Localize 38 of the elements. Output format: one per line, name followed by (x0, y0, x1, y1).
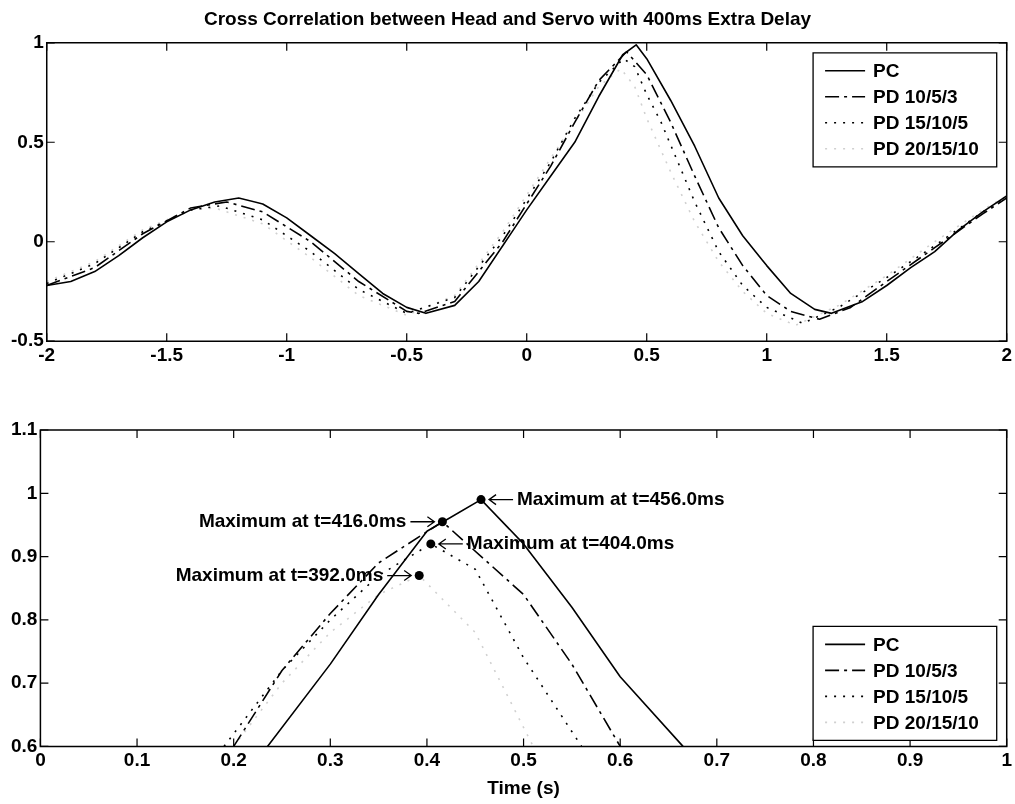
x-tick-label: 0.6 (606, 749, 634, 771)
x-tick-label: 0.7 (703, 749, 731, 771)
x-tick-label: 0.9 (896, 749, 924, 771)
x-tick-label: 1.5 (873, 343, 901, 365)
x-tick-label: 0.2 (220, 749, 247, 771)
y-tick-label: 1 (26, 481, 38, 503)
y-tick-label: 1 (33, 31, 45, 53)
annotation: Maximum at t=456.0ms (517, 487, 725, 509)
legend-label: PD 15/10/5 (873, 685, 969, 707)
y-tick-label: 0.8 (10, 608, 38, 630)
y-tick-label: 0 (33, 229, 44, 251)
x-tick-label: -1 (278, 343, 296, 365)
x-tick-label: 0.8 (800, 749, 827, 771)
x-tick-label: 0.5 (633, 343, 661, 365)
x-tick-label: 0.5 (510, 749, 538, 771)
y-tick-label: 0.5 (17, 130, 45, 152)
y-tick-label: 0.7 (10, 671, 38, 693)
legend-label: PD 20/15/10 (873, 138, 979, 160)
x-tick-label: 2 (1001, 343, 1013, 365)
legend-label: PD 10/5/3 (873, 86, 958, 108)
x-tick-label: -0.5 (390, 343, 424, 365)
annotation: Maximum at t=416.0ms (198, 509, 407, 531)
legend-label: PD 15/10/5 (873, 112, 969, 134)
x-tick-label: 1 (761, 343, 773, 365)
y-tick-label: 1.1 (10, 418, 38, 440)
x-tick-label: 0.4 (413, 749, 441, 771)
x-tick-label: 0 (521, 343, 533, 365)
legend-label: PD 10/5/3 (873, 659, 958, 681)
x-tick-label: 0.1 (123, 749, 151, 771)
y-tick-label: 0.9 (10, 544, 38, 566)
x-tick-label: 1 (1001, 749, 1013, 771)
legend-label: PD 20/15/10 (873, 711, 979, 733)
chart-title: Cross Correlation between Head and Servo with 400ms Extra Delay (203, 7, 812, 29)
x-axis-title: Time (s) (487, 776, 560, 798)
x-tick-label: -1.5 (150, 343, 184, 365)
legend-label: PC (873, 633, 900, 655)
x-tick-label: 0.3 (317, 749, 344, 771)
legend-label: PC (873, 60, 900, 82)
